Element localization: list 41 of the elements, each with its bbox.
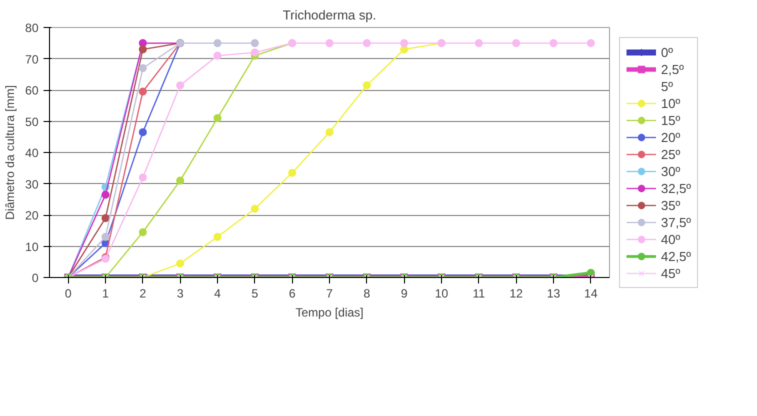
y-tick-label: 40: [25, 146, 39, 160]
legend-label: 37,5º: [661, 214, 692, 230]
legend-label: 35º: [661, 197, 681, 213]
text: 5º: [661, 78, 674, 94]
x-tick-label: 11: [472, 286, 486, 300]
x-tick-label: 10: [434, 286, 448, 300]
legend-label: 32,5º: [661, 180, 692, 196]
x-tick-label: 14: [584, 286, 598, 300]
x-tick-label: 3: [176, 286, 184, 300]
legend-label: 42,5º: [661, 248, 692, 264]
x-tick-label: 12: [509, 286, 524, 300]
x-tick-label: 8: [363, 286, 370, 300]
legend-label: 25º: [661, 146, 681, 162]
legend-label: 40º: [661, 231, 681, 247]
x-tick-label: 9: [400, 286, 408, 300]
x-tick-label: 6: [288, 286, 296, 300]
legend-label: 2,5º: [661, 61, 684, 77]
y-tick-label: 20: [25, 208, 39, 222]
x-axis-title: Tempo [dias]: [295, 306, 364, 320]
y-axis-title: Diâmetro da cultura [mm]: [3, 85, 18, 220]
y-tick-label: 50: [25, 114, 39, 129]
x-tick-label: 1: [102, 286, 110, 300]
legend-label: 20º: [661, 129, 681, 145]
y-tick-label: 10: [25, 240, 39, 254]
x-tick-label: 4: [214, 286, 222, 300]
y-tick-label: 30: [25, 177, 39, 192]
y-tick-label: 80: [25, 21, 39, 35]
legend-label: 10º: [661, 95, 681, 111]
legend-label: 30º: [661, 163, 681, 179]
x-tick-label: 0: [64, 286, 72, 300]
chart-title: Trichoderma sp.: [282, 8, 376, 22]
legend-label: 45º: [661, 265, 681, 281]
legend-label: 15º: [661, 112, 681, 128]
x-tick-label: 7: [326, 286, 334, 300]
x-tick-label: 2: [139, 286, 146, 300]
x-tick-label: 5: [251, 286, 258, 300]
legend-label: 0º: [661, 44, 674, 60]
x-tick-label: 13: [546, 286, 560, 300]
y-tick-label: 70: [25, 52, 39, 66]
y-tick-label: 60: [25, 84, 39, 98]
y-tick-label: 0: [32, 271, 39, 285]
